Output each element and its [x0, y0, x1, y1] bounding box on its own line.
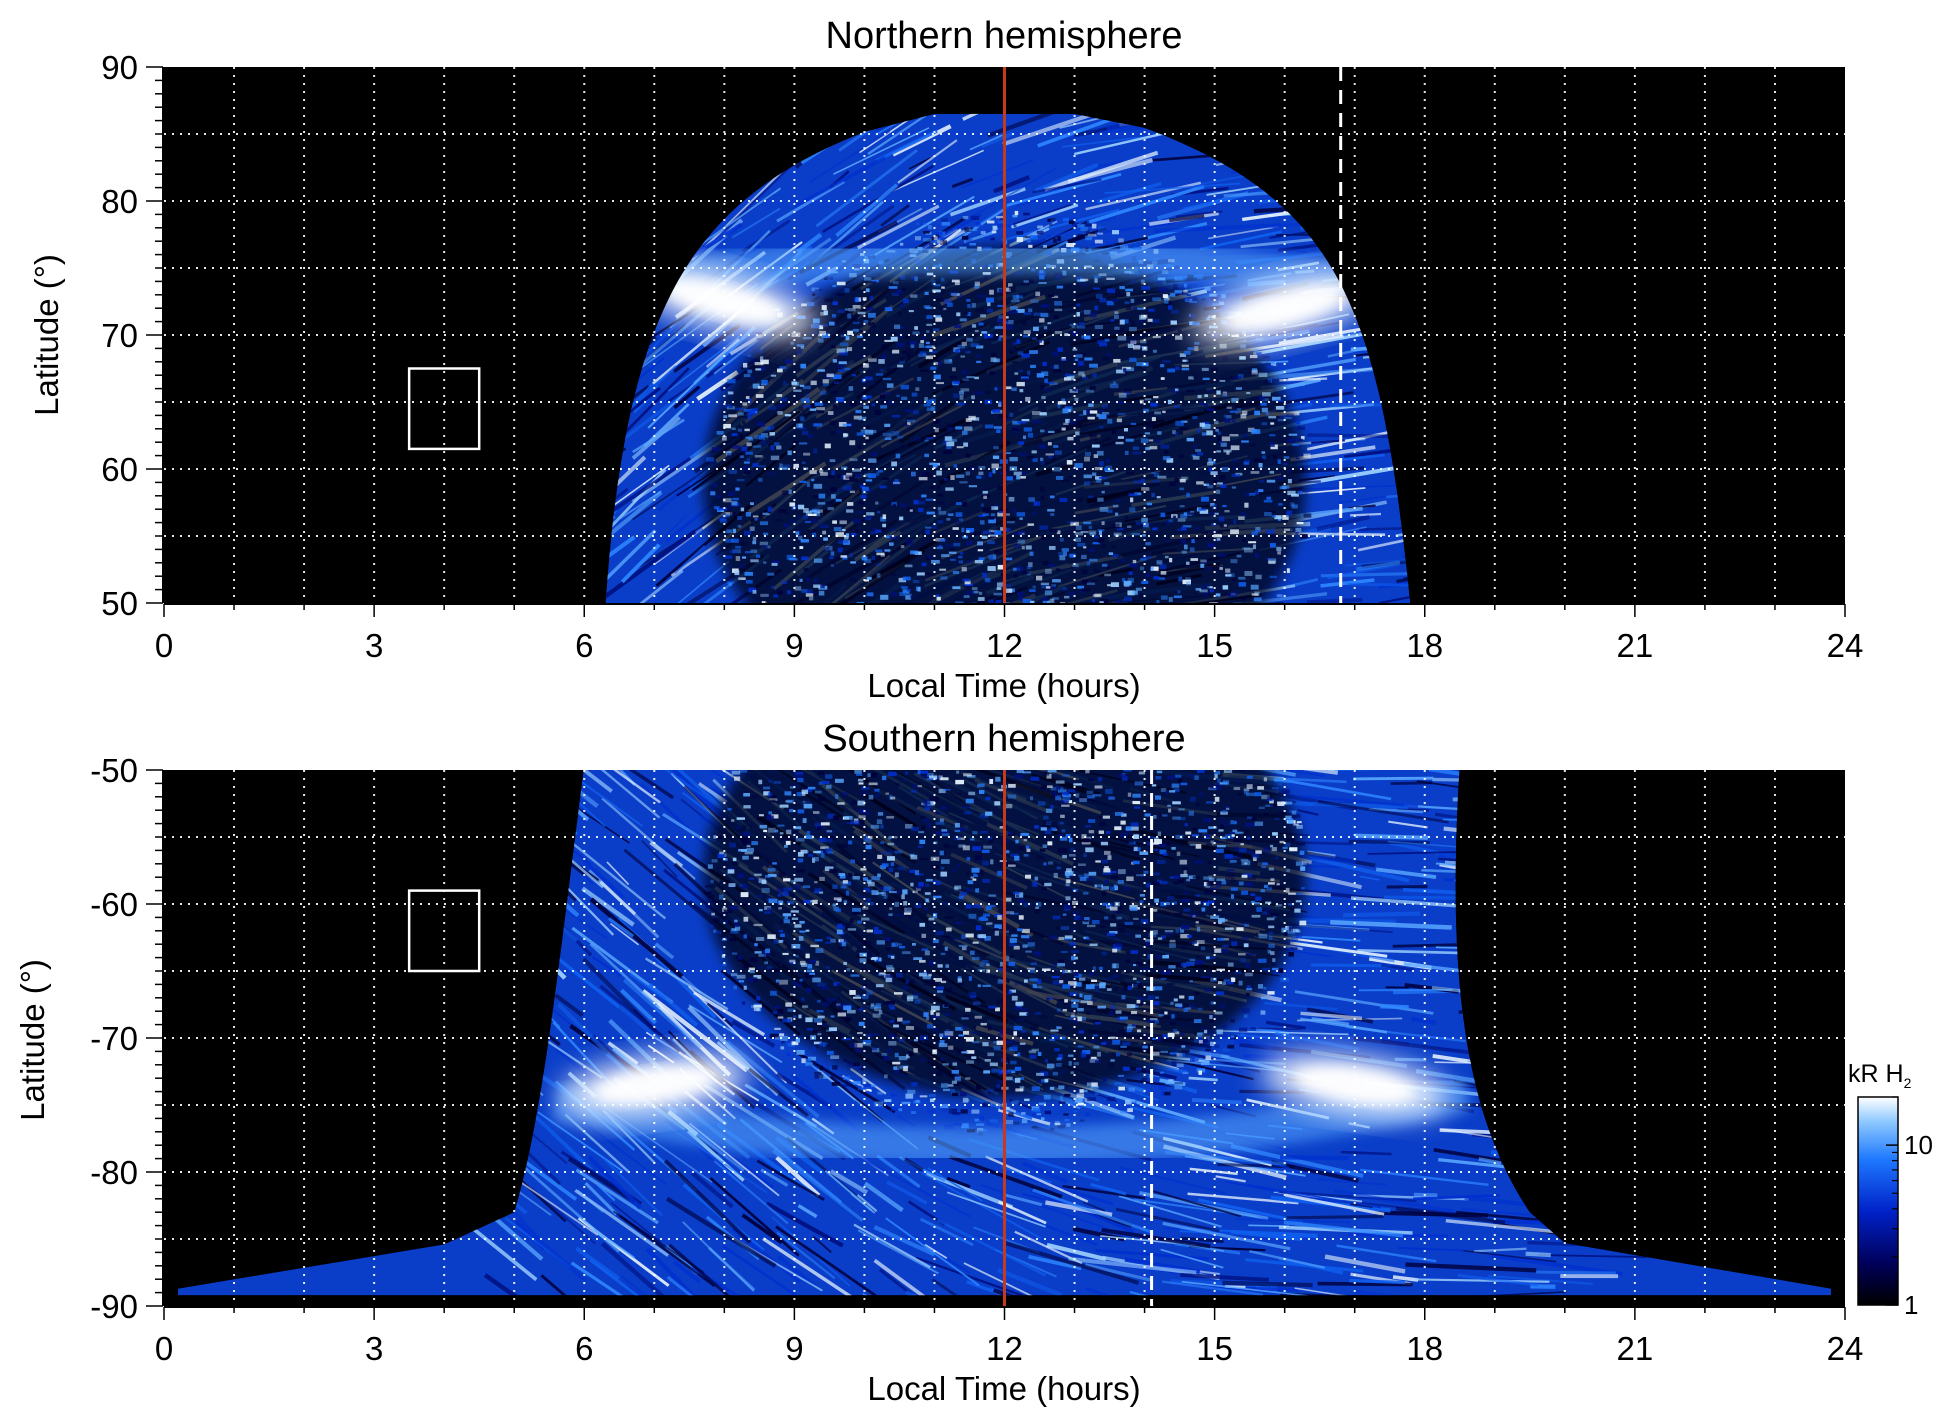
north-y-tick-label: 70	[101, 317, 138, 354]
north-y-tick-label: 50	[101, 585, 138, 622]
south-title: Southern hemisphere	[822, 718, 1185, 760]
south-reference-box	[407, 889, 481, 973]
north-x-tick-label: 6	[575, 627, 593, 664]
south-y-tick-label: -90	[90, 1288, 138, 1325]
north-x-tick-label: 18	[1406, 627, 1443, 664]
north-x-tick-label: 21	[1617, 627, 1654, 664]
south-x-axis-label: Local Time (hours)	[867, 1370, 1140, 1407]
north-x-tick-label: 15	[1196, 627, 1233, 664]
south-x-tick-label: 18	[1406, 1330, 1443, 1367]
south-x-tick-label: 6	[575, 1330, 593, 1367]
north-y-axis-label: Latitude (°)	[28, 254, 65, 416]
south-y-axis-label: Latitude (°)	[14, 959, 51, 1121]
south-panel: Southern hemisphere -90 -80 -70 -60 -50 0 3 6 9…	[14, 718, 1864, 1407]
north-y-axis: 50 60 70 80 90	[101, 49, 164, 622]
south-y-tick-label: -60	[90, 886, 138, 923]
north-y-tick-label: 90	[101, 49, 138, 86]
south-x-tick-label: 9	[785, 1330, 803, 1367]
south-x-tick-label: 0	[155, 1330, 173, 1367]
north-x-tick-label: 9	[785, 627, 803, 664]
north-title: Northern hemisphere	[826, 15, 1183, 57]
north-x-axis: 0 3 6 9 12 15 18 21 24	[155, 603, 1864, 664]
south-y-tick-label: -70	[90, 1020, 138, 1057]
colorbar-label: kR H2	[1848, 1060, 1912, 1091]
north-x-tick-label: 3	[365, 627, 383, 664]
south-x-axis: 0 3 6 9 12 15 18 21 24	[155, 1306, 1864, 1367]
north-x-axis-label: Local Time (hours)	[867, 667, 1140, 704]
north-panel: Northern hemisphere 50 60 70 80 90 0 3 6 9 12 15 1…	[28, 15, 1864, 704]
colorbar: kR H2 1 10	[1848, 1060, 1933, 1320]
north-x-tick-label: 24	[1827, 627, 1864, 664]
north-reference-box	[407, 367, 481, 451]
colorbar-tick-label: 1	[1904, 1290, 1918, 1320]
south-x-tick-label: 3	[365, 1330, 383, 1367]
north-x-tick-label: 0	[155, 627, 173, 664]
south-y-axis: -90 -80 -70 -60 -50	[90, 752, 164, 1325]
north-emission-map	[605, 113, 1411, 603]
south-y-tick-label: -80	[90, 1154, 138, 1191]
south-y-tick-label: -50	[90, 752, 138, 789]
north-x-tick-label: 12	[986, 627, 1023, 664]
south-x-tick-label: 12	[986, 1330, 1023, 1367]
south-x-tick-label: 15	[1196, 1330, 1233, 1367]
colorbar-ticks: 1 10	[1886, 1096, 1933, 1320]
south-x-tick-label: 21	[1617, 1330, 1654, 1367]
colorbar-tick-label: 10	[1904, 1130, 1933, 1160]
colorbar-gradient	[1857, 1096, 1899, 1306]
south-x-tick-label: 24	[1827, 1330, 1864, 1367]
north-y-tick-label: 60	[101, 451, 138, 488]
south-emission-map	[178, 770, 1831, 1296]
north-grid	[164, 67, 1845, 603]
north-y-tick-label: 80	[101, 183, 138, 220]
